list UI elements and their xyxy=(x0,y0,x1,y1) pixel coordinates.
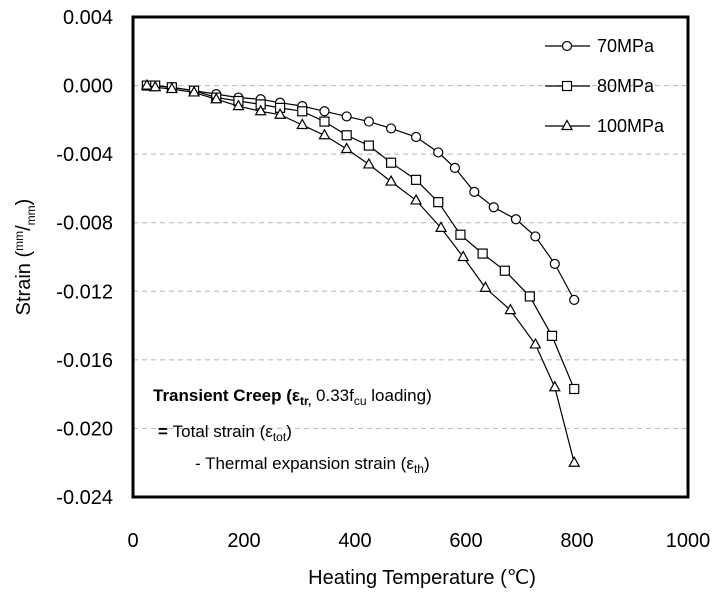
data-point-100mpa xyxy=(410,193,423,205)
legend-item-80mpa: 80MPa xyxy=(545,76,655,96)
data-point-100mpa xyxy=(318,128,331,140)
data-point-70mpa xyxy=(433,147,444,158)
data-point-80mpa xyxy=(433,197,444,208)
data-point-100mpa xyxy=(165,82,178,94)
data-point-80mpa xyxy=(499,265,510,276)
data-point-70mpa xyxy=(341,111,352,122)
y-tick-label: -0.008 xyxy=(56,213,113,235)
series-70mpa xyxy=(141,80,580,305)
data-point-80mpa xyxy=(477,248,488,259)
data-point-70mpa xyxy=(385,123,397,134)
data-point-70mpa xyxy=(410,131,422,143)
data-point-70mpa xyxy=(530,231,541,242)
data-point-100mpa xyxy=(457,250,470,262)
annotation-line-3: - Thermal expansion strain (εth) xyxy=(195,454,430,476)
data-point-80mpa xyxy=(341,130,352,141)
y-tick-labels: 0.004 0.000 -0.004 -0.008 -0.012 -0.016 -0.020… xyxy=(56,7,113,509)
annotation: Transient Creep (εtr, 0.33fcu loading) =… xyxy=(153,386,432,476)
x-axis-title: Heating Temperature (℃) xyxy=(308,567,536,589)
data-point-70mpa xyxy=(510,214,522,225)
data-point-100mpa xyxy=(435,221,448,232)
y-tick-label: -0.012 xyxy=(56,281,113,303)
data-point-100mpa xyxy=(529,337,542,349)
annotation-line-1: Transient Creep (εtr, 0.33fcu loading) xyxy=(153,386,432,408)
data-point-80mpa xyxy=(410,174,422,185)
data-point-100mpa xyxy=(362,157,375,169)
data-point-70mpa xyxy=(319,106,330,117)
x-tick-label: 1000 xyxy=(666,530,711,552)
legend-label-80mpa: 80MPa xyxy=(597,76,655,96)
y-tick-label: 0.004 xyxy=(63,7,113,29)
data-point-70mpa xyxy=(449,162,460,173)
data-point-100mpa xyxy=(140,78,153,90)
legend-label-70mpa: 70MPa xyxy=(597,36,655,56)
data-point-100mpa xyxy=(232,99,245,111)
data-point-70mpa xyxy=(363,116,374,127)
x-tick-label: 200 xyxy=(227,530,260,552)
data-point-100mpa xyxy=(568,455,581,467)
legend-item-70mpa: 70MPa xyxy=(545,36,655,56)
legend-item-100mpa: 100MPa xyxy=(545,116,665,136)
x-tick-label: 0 xyxy=(127,530,138,552)
y-tick-label: -0.020 xyxy=(56,418,113,440)
legend-marker-circle xyxy=(561,40,573,52)
annotation-line-2: = Total strain (εtot) xyxy=(158,422,292,444)
legend-marker-square xyxy=(561,80,573,92)
data-point-80mpa xyxy=(385,157,397,168)
data-point-100mpa xyxy=(385,174,398,186)
data-point-100mpa xyxy=(210,92,223,104)
legend-label-100mpa: 100MPa xyxy=(597,116,665,136)
series-line-70mpa xyxy=(146,84,575,301)
plot-area-frame xyxy=(131,15,690,499)
data-point-100mpa xyxy=(340,142,353,154)
data-point-80mpa xyxy=(524,291,535,302)
data-point-100mpa xyxy=(296,118,309,130)
x-tick-label: 800 xyxy=(560,530,593,552)
legend: 70MPa 80MPa 100MPa xyxy=(545,36,665,136)
data-point-80mpa xyxy=(569,383,580,395)
data-point-70mpa xyxy=(549,258,560,269)
data-point-100mpa xyxy=(504,303,517,315)
x-tick-label: 600 xyxy=(449,530,482,552)
y-tick-label: -0.004 xyxy=(56,144,113,166)
data-point-80mpa xyxy=(363,140,374,151)
data-point-100mpa xyxy=(548,380,561,392)
data-point-70mpa xyxy=(569,294,580,305)
data-point-80mpa xyxy=(297,106,308,117)
data-point-100mpa xyxy=(188,85,201,97)
series-group xyxy=(140,78,581,467)
data-point-70mpa xyxy=(488,202,499,213)
series-80mpa xyxy=(141,80,580,395)
y-tick-label: 0.000 xyxy=(63,76,113,98)
data-point-80mpa xyxy=(319,116,330,127)
series-line-80mpa xyxy=(146,84,575,390)
x-tick-label: 400 xyxy=(338,530,371,552)
data-point-100mpa xyxy=(274,107,287,119)
data-point-100mpa xyxy=(479,281,492,292)
data-point-100mpa xyxy=(254,104,267,116)
data-point-100mpa xyxy=(149,80,162,92)
data-point-80mpa xyxy=(455,229,466,240)
x-tick-labels: 0 200 400 600 800 1000 xyxy=(127,530,710,552)
legend-marker-triangle xyxy=(560,119,574,131)
gridlines xyxy=(133,85,688,429)
y-axis-title: Strain (mm/mm) xyxy=(12,199,38,316)
series-100mpa xyxy=(140,78,581,467)
data-point-70mpa xyxy=(469,186,480,197)
y-tick-label: -0.024 xyxy=(56,487,113,509)
data-point-80mpa xyxy=(546,330,558,341)
y-tick-label: -0.016 xyxy=(56,350,113,372)
